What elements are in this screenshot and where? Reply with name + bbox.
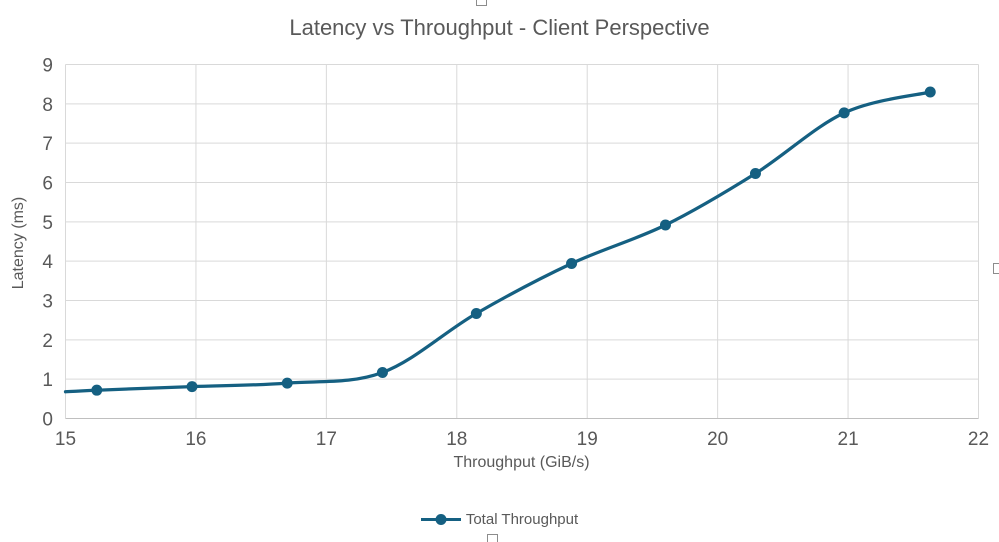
x-tick-label: 19 bbox=[577, 429, 598, 450]
legend-marker-dot bbox=[435, 513, 447, 525]
y-tick-label: 6 bbox=[42, 174, 53, 195]
data-point-marker[interactable] bbox=[91, 384, 103, 396]
data-point-marker[interactable] bbox=[924, 86, 936, 98]
selection-handle-bottom[interactable] bbox=[487, 534, 498, 542]
legend-label: Total Throughput bbox=[465, 510, 579, 528]
data-point-marker[interactable] bbox=[281, 377, 293, 389]
y-axis-title[interactable]: Latency (ms) bbox=[10, 196, 27, 290]
selection-handle-top[interactable] bbox=[476, 0, 487, 6]
series-line[interactable] bbox=[63, 90, 932, 394]
data-point-marker[interactable] bbox=[186, 381, 198, 393]
y-tick-label: 1 bbox=[42, 370, 53, 391]
x-tick-label: 18 bbox=[446, 429, 467, 450]
x-tick-label: 20 bbox=[707, 429, 728, 450]
y-tick-label: 5 bbox=[42, 213, 53, 234]
data-point-marker[interactable] bbox=[376, 366, 388, 378]
x-axis-title[interactable]: Throughput (GiB/s) bbox=[453, 454, 590, 471]
chart-title[interactable]: Latency vs Throughput - Client Perspecti… bbox=[289, 15, 710, 40]
data-point-marker[interactable] bbox=[566, 258, 578, 270]
y-tick-label: 0 bbox=[42, 410, 53, 431]
x-tick-label: 22 bbox=[968, 429, 989, 450]
y-tick-label: 8 bbox=[42, 95, 53, 116]
y-tick-label: 2 bbox=[42, 331, 53, 352]
data-point-marker[interactable] bbox=[659, 219, 671, 231]
data-point-marker[interactable] bbox=[470, 307, 482, 319]
y-tick-label: 4 bbox=[42, 252, 53, 273]
selection-handle-right[interactable] bbox=[993, 263, 999, 274]
legend-line-marker-icon bbox=[420, 513, 461, 525]
x-tick-label: 17 bbox=[316, 429, 337, 450]
data-point-marker[interactable] bbox=[838, 107, 850, 119]
data-point-marker[interactable] bbox=[749, 167, 761, 179]
y-tick-label: 3 bbox=[42, 292, 53, 313]
x-tick-label: 15 bbox=[55, 429, 76, 450]
x-tick-label: 21 bbox=[838, 429, 859, 450]
y-tick-label: 7 bbox=[42, 134, 53, 155]
legend[interactable]: Total Throughput bbox=[0, 508, 999, 530]
y-tick-label: 9 bbox=[42, 56, 53, 77]
x-tick-label: 16 bbox=[185, 429, 206, 450]
